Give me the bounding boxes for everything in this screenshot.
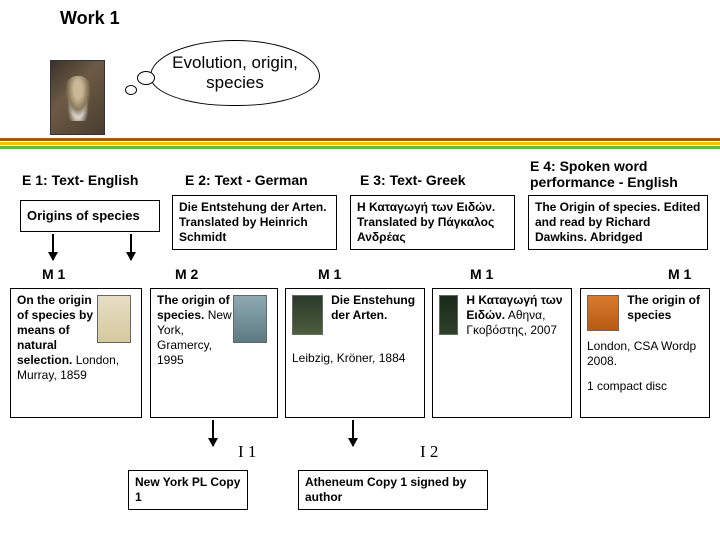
e1-box: Origins of species bbox=[20, 200, 160, 232]
decorative-stripes bbox=[0, 138, 720, 150]
m1d-label: M 1 bbox=[668, 266, 691, 282]
thought-bubble: Evolution, origin, species bbox=[150, 40, 320, 106]
m1c-box: Η Καταγωγή των Ειδών. Αθηνα, Γκοβόστης, … bbox=[432, 288, 572, 418]
e4-box: The Origin of species. Edited and read b… bbox=[528, 195, 708, 250]
m1c-thumb bbox=[439, 295, 458, 335]
m1a-label: M 1 bbox=[42, 266, 65, 282]
e2-label: E 2: Text - German bbox=[185, 172, 345, 188]
thought-text: Evolution, origin, species bbox=[161, 53, 309, 93]
arrow-m1b-i2 bbox=[352, 420, 354, 446]
darwin-portrait bbox=[50, 60, 105, 135]
e2-box: Die Entstehung der Arten. Translated by … bbox=[172, 195, 337, 250]
i1-label: I 1 bbox=[238, 442, 256, 462]
m1b-label: M 1 bbox=[318, 266, 341, 282]
m2-box: The origin of species. New York, Gramerc… bbox=[150, 288, 278, 418]
i2-box: Atheneum Copy 1 signed by author bbox=[298, 470, 488, 510]
work-title: Work 1 bbox=[60, 8, 120, 29]
m1a-thumb bbox=[97, 295, 131, 343]
e4-label: E 4: Spoken word performance - English bbox=[530, 158, 710, 190]
i2-label: I 2 bbox=[420, 442, 438, 462]
m1c-label: M 1 bbox=[470, 266, 493, 282]
m1b-box: Die Enstehung der Arten. Leibzig, Kröner… bbox=[285, 288, 425, 418]
m2-thumb bbox=[233, 295, 267, 343]
m2-label: M 2 bbox=[175, 266, 198, 282]
arrow-e1-m2 bbox=[130, 234, 132, 260]
m1b-thumb bbox=[292, 295, 323, 335]
m1d-box: The origin of species London, CSA Wordp … bbox=[580, 288, 710, 418]
arrow-e1-m1 bbox=[52, 234, 54, 260]
m1d-thumb bbox=[587, 295, 619, 331]
e1-label: E 1: Text- English bbox=[22, 172, 172, 188]
arrow-m2-i1 bbox=[212, 420, 214, 446]
i1-box: New York PL Copy 1 bbox=[128, 470, 248, 510]
e3-label: E 3: Text- Greek bbox=[360, 172, 510, 188]
m1a-box: On the origin of species by means of nat… bbox=[10, 288, 142, 418]
e3-box: Η Καταγωγή των Ειδών. Translated by Πάγκ… bbox=[350, 195, 515, 250]
